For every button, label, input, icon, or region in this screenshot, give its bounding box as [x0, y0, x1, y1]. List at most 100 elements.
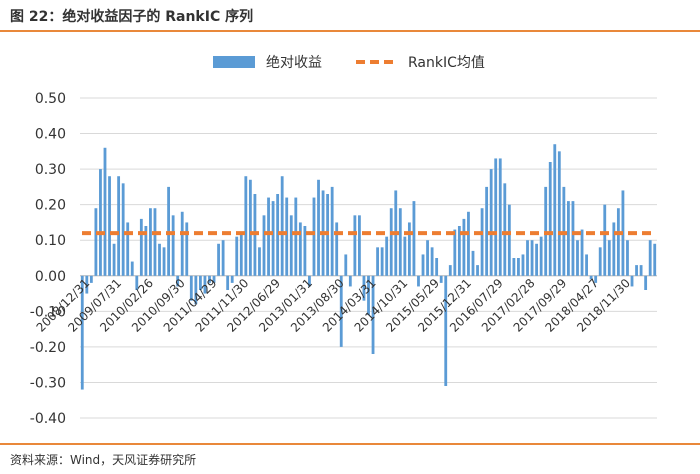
bar: [317, 179, 320, 276]
bar: [158, 243, 161, 276]
bar: [276, 194, 280, 276]
source-note: 资料来源：Wind，天风证券研究所: [10, 453, 197, 467]
bar: [467, 211, 470, 276]
bar: [598, 247, 602, 276]
bar: [185, 222, 189, 276]
bar: [235, 236, 239, 276]
bar-series: [80, 144, 657, 390]
bar: [121, 183, 125, 276]
bar: [353, 215, 357, 276]
y-tick-label: -0.30: [30, 375, 66, 391]
bar: [612, 222, 616, 276]
bar: [348, 275, 352, 287]
bar: [421, 254, 425, 276]
legend-swatch-bar: [213, 56, 255, 68]
y-tick-label: -0.10: [30, 304, 66, 320]
bar: [557, 151, 561, 276]
bar: [653, 243, 657, 276]
bar: [312, 197, 316, 276]
bar: [371, 275, 375, 354]
chart-title: 图 22：绝对收益因子的 RankIC 序列: [10, 9, 254, 25]
bar: [221, 240, 225, 276]
legend-label-line: RankIC均值: [408, 55, 485, 71]
bar: [189, 275, 193, 301]
bar: [171, 215, 175, 276]
bar: [335, 222, 339, 276]
bar: [471, 250, 475, 276]
bar: [494, 158, 498, 276]
gridlines: [80, 97, 657, 419]
bar: [344, 254, 348, 276]
bar: [607, 240, 611, 276]
bar: [203, 275, 207, 294]
bar: [298, 222, 302, 276]
bar: [462, 218, 466, 276]
bar: [426, 240, 429, 276]
bar: [548, 162, 552, 276]
bar: [267, 197, 270, 276]
y-tick-label: 0.40: [35, 127, 66, 143]
bar: [389, 208, 393, 276]
bar: [512, 258, 516, 276]
bar: [239, 233, 243, 276]
bar: [535, 243, 539, 276]
bar: [217, 243, 220, 276]
bar: [139, 218, 143, 276]
bar: [126, 222, 130, 276]
title-bar: 图 22：绝对收益因子的 RankIC 序列: [0, 0, 700, 32]
legend-label-bar: 绝对收益: [266, 55, 322, 71]
bar: [498, 158, 502, 276]
bar: [367, 275, 370, 315]
bar: [603, 204, 607, 276]
bar: [448, 265, 452, 276]
bar: [285, 197, 289, 276]
bar: [539, 236, 543, 276]
bar: [248, 179, 252, 276]
bar: [380, 247, 384, 276]
bar: [103, 147, 107, 276]
x-axis-ticks: 2008/12/312009/07/312010/02/262010/09/30…: [34, 276, 633, 335]
y-tick-label: -0.20: [30, 340, 66, 356]
bar: [244, 176, 248, 276]
y-tick-label: 0.30: [35, 162, 66, 178]
bar: [453, 229, 457, 276]
bar: [85, 275, 89, 294]
bar: [358, 215, 361, 276]
bar: [208, 275, 211, 283]
bar: [480, 208, 484, 276]
bar: [635, 265, 638, 276]
y-tick-label: -0.40: [30, 411, 66, 427]
bar: [362, 275, 366, 301]
bar: [576, 240, 579, 276]
bar: [398, 208, 402, 276]
bar: [430, 247, 434, 276]
bar: [198, 275, 202, 290]
bar: [194, 275, 198, 305]
bar: [417, 275, 420, 287]
bar: [94, 208, 98, 276]
y-tick-label: 0.20: [35, 198, 66, 214]
bar: [489, 169, 493, 276]
bar: [639, 265, 643, 276]
bar: [135, 275, 139, 290]
bar: [149, 208, 152, 276]
bar: [407, 222, 411, 276]
source-divider: [0, 443, 700, 445]
bar: [144, 226, 148, 276]
bar: [517, 258, 520, 276]
y-axis-ticks: 0.50 0.40 0.30 0.20 0.10 0.00 -0.10 -0.20 -0.30 -…: [30, 91, 66, 427]
bar: [435, 258, 439, 276]
bar: [258, 247, 261, 276]
bar: [644, 275, 648, 290]
bar: [339, 275, 343, 347]
bar: [89, 275, 93, 283]
bar: [439, 275, 443, 283]
bar: [180, 211, 184, 276]
bar: [108, 176, 111, 276]
bar: [117, 176, 121, 276]
bar: [444, 275, 448, 386]
bar: [616, 208, 620, 276]
bar: [162, 247, 166, 276]
y-tick-label: 0.50: [35, 91, 66, 107]
bar: [580, 229, 584, 276]
